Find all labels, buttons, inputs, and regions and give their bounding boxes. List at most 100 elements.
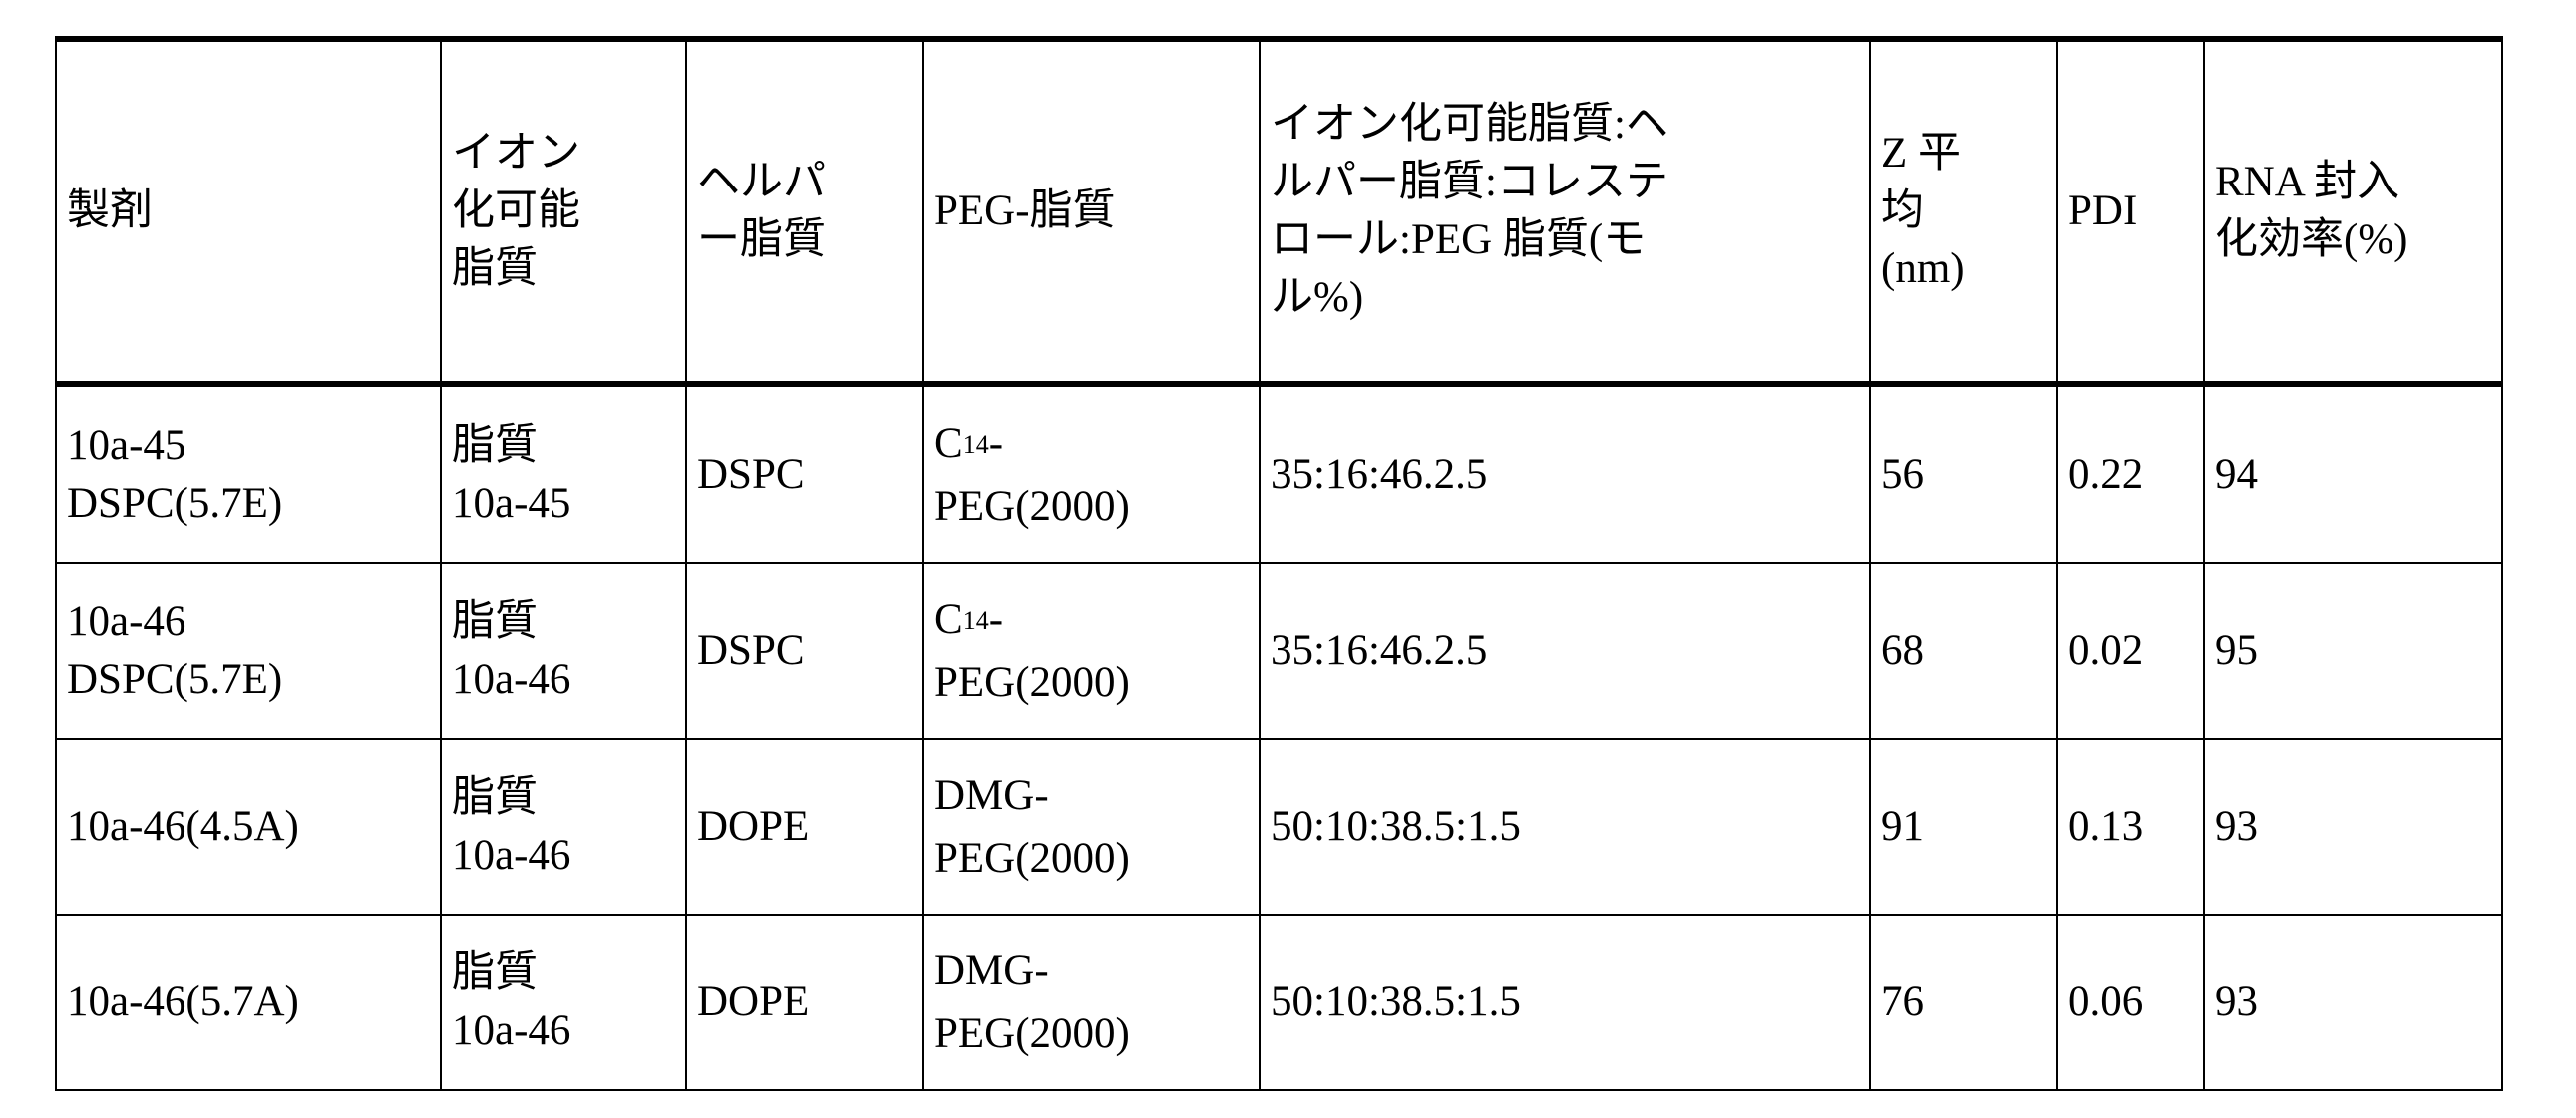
header-line: 均 [1881, 183, 2046, 240]
peg-suffix: - [1034, 947, 1048, 994]
peg-suffix: - [989, 596, 1003, 643]
cell-ionizable-lipid: 脂質10a-46 [441, 739, 686, 915]
peg-subscript: 14 [963, 606, 989, 635]
header-line: 脂質 [452, 240, 675, 298]
cell-helper-lipid: DOPE [686, 739, 923, 915]
peg-subscript: 14 [963, 430, 989, 459]
cell-helper-lipid: DSPC [686, 563, 923, 739]
header-molar-ratio: イオン化可能脂質:ヘルパー脂質:コレステロール:PEG 脂質(モル%) [1260, 39, 1870, 384]
cell-pdi: 0.02 [2057, 563, 2204, 739]
cell-z-average: 68 [1870, 563, 2057, 739]
cell-text: 35:16:46.2.5 [1271, 627, 1487, 674]
cell-text: 93 [2215, 803, 2258, 850]
header-row: 製剤イオン化可能脂質ヘルパー脂質PEG-脂質イオン化可能脂質:ヘルパー脂質:コレ… [56, 39, 2502, 384]
cell-encapsulation-efficiency: 93 [2204, 915, 2502, 1090]
cell-formulation: 10a-45DSPC(5.7E) [56, 384, 441, 563]
cell-line: 10a-46 [452, 651, 675, 709]
cell-line: 10a-45 [67, 417, 430, 475]
cell-line: 脂質 [452, 417, 675, 475]
cell-pdi: 0.13 [2057, 739, 2204, 915]
cell-text: 56 [1881, 451, 1924, 498]
cell-text: 76 [1881, 978, 1924, 1025]
cell-encapsulation-efficiency: 94 [2204, 384, 2502, 563]
cell-line: 10a-46 [452, 827, 675, 885]
cell-z-average: 56 [1870, 384, 2057, 563]
cell-ionizable-lipid: 脂質10a-46 [441, 563, 686, 739]
header-line: 化可能 [452, 183, 675, 240]
cell-line: DSPC(5.7E) [67, 475, 430, 533]
header-line: PEG-脂質 [934, 183, 1249, 240]
cell-text: 50:10:38.5:1.5 [1271, 803, 1521, 850]
cell-text: 0.06 [2068, 978, 2143, 1025]
header-ionizable-lipid: イオン化可能脂質 [441, 39, 686, 384]
header-line: イオン [452, 125, 675, 183]
cell-formulation: 10a-46DSPC(5.7E) [56, 563, 441, 739]
cell-molar-ratio: 50:10:38.5:1.5 [1260, 915, 1870, 1090]
header-line: Z 平 [1881, 125, 2046, 183]
peg-line2: PEG(2000) [934, 830, 1249, 888]
header-line: ルパー脂質:コレステ [1271, 154, 1859, 211]
cell-peg-lipid: DMG-PEG(2000) [923, 739, 1260, 915]
cell-text: 35:16:46.2.5 [1271, 451, 1487, 498]
cell-text: 94 [2215, 451, 2258, 498]
cell-encapsulation-efficiency: 95 [2204, 563, 2502, 739]
header-line: 製剤 [67, 183, 430, 240]
cell-text: 0.02 [2068, 627, 2143, 674]
cell-formulation: 10a-46(4.5A) [56, 739, 441, 915]
cell-text: 95 [2215, 627, 2258, 674]
table-row: 10a-46(4.5A)脂質10a-46DOPEDMG-PEG(2000)50:… [56, 739, 2502, 915]
cell-helper-lipid: DOPE [686, 915, 923, 1090]
cell-encapsulation-efficiency: 93 [2204, 739, 2502, 915]
cell-line: 10a-45 [452, 475, 675, 533]
formulation-table: 製剤イオン化可能脂質ヘルパー脂質PEG-脂質イオン化可能脂質:ヘルパー脂質:コレ… [55, 36, 2503, 1091]
header-line: PDI [2068, 183, 2193, 240]
cell-z-average: 91 [1870, 739, 2057, 915]
header-encapsulation-efficiency: RNA 封入化効率(%) [2204, 39, 2502, 384]
cell-molar-ratio: 50:10:38.5:1.5 [1260, 739, 1870, 915]
cell-ionizable-lipid: 脂質10a-46 [441, 915, 686, 1090]
header-helper-lipid: ヘルパー脂質 [686, 39, 923, 384]
cell-line: 10a-46 [67, 593, 430, 651]
table-row: 10a-45DSPC(5.7E)脂質10a-45DSPCC14-PEG(2000… [56, 384, 2502, 563]
cell-z-average: 76 [1870, 915, 2057, 1090]
cell-line: 脂質 [452, 769, 675, 827]
peg-prefix: C [934, 596, 963, 643]
header-line: 化効率(%) [2215, 211, 2491, 269]
header-line: ー脂質 [697, 211, 913, 269]
peg-prefix: C [934, 420, 963, 467]
header-line: (nm) [1881, 240, 2046, 298]
cell-text: DSPC [697, 451, 805, 498]
cell-line: DSPC(5.7E) [67, 651, 430, 709]
cell-text: DOPE [697, 978, 809, 1025]
table-row: 10a-46DSPC(5.7E)脂質10a-46DSPCC14-PEG(2000… [56, 563, 2502, 739]
header-line: ヘルパ [697, 154, 913, 211]
cell-line: 脂質 [452, 944, 675, 1002]
cell-formulation: 10a-46(5.7A) [56, 915, 441, 1090]
header-line: イオン化可能脂質:ヘ [1271, 96, 1859, 154]
header-line: ル%) [1271, 269, 1859, 327]
cell-molar-ratio: 35:16:46.2.5 [1260, 384, 1870, 563]
header-z-average: Z 平均(nm) [1870, 39, 2057, 384]
cell-text: 0.22 [2068, 451, 2143, 498]
cell-molar-ratio: 35:16:46.2.5 [1260, 563, 1870, 739]
cell-line: 10a-46 [452, 1002, 675, 1060]
header-formulation: 製剤 [56, 39, 441, 384]
cell-text: 93 [2215, 978, 2258, 1025]
cell-helper-lipid: DSPC [686, 384, 923, 563]
header-peg-lipid: PEG-脂質 [923, 39, 1260, 384]
cell-peg-lipid: C14- PEG(2000) [923, 384, 1260, 563]
cell-line: 10a-46(4.5A) [67, 798, 430, 856]
peg-suffix: - [989, 420, 1003, 467]
cell-text: 91 [1881, 803, 1924, 850]
table-row: 10a-46(5.7A)脂質10a-46DOPEDMG-PEG(2000)50:… [56, 915, 2502, 1090]
cell-peg-lipid: DMG-PEG(2000) [923, 915, 1260, 1090]
peg-prefix: DMG [934, 772, 1034, 819]
cell-pdi: 0.06 [2057, 915, 2204, 1090]
cell-text: DSPC [697, 627, 805, 674]
cell-text: 68 [1881, 627, 1924, 674]
cell-text: 0.13 [2068, 803, 2143, 850]
header-line: RNA 封入 [2215, 154, 2491, 211]
cell-pdi: 0.22 [2057, 384, 2204, 563]
peg-line2: PEG(2000) [934, 478, 1249, 536]
cell-text: 50:10:38.5:1.5 [1271, 978, 1521, 1025]
